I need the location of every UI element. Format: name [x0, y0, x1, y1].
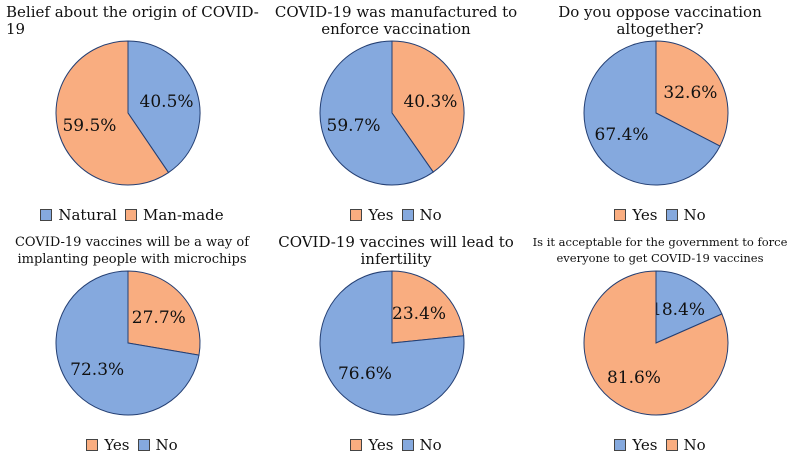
legend-swatch: [350, 209, 363, 221]
legend-swatch: [614, 439, 627, 451]
legend-swatch: [40, 209, 53, 221]
legend-item-no: No: [401, 206, 442, 224]
pie-chart-manufactured: 40.3% 59.7%: [319, 40, 465, 186]
pie-chart-microchips: 27.7% 72.3%: [55, 270, 201, 416]
data-label: 23.4%: [392, 304, 446, 324]
pie-slice-no: [583, 270, 729, 416]
chart-legend: Yes No: [528, 436, 792, 454]
legend-swatch: [124, 209, 137, 221]
chart-legend: Natural Man-made: [0, 206, 264, 224]
chart-legend: Yes No: [528, 206, 792, 224]
chart-panel-oppose: Do you oppose vaccination altogether? 32…: [528, 0, 792, 230]
chart-title: COVID-19 was manufactured to enforce vac…: [274, 3, 518, 38]
chart-panel-origin: Belief about the origin of COVID- 19 40.…: [0, 0, 264, 230]
pie-slice-yes: [655, 270, 723, 344]
data-label: 59.7%: [327, 116, 381, 136]
legend-label: Yes: [368, 206, 394, 224]
pie-slice-no: [319, 270, 465, 416]
legend-item-no: No: [665, 206, 706, 224]
data-label: 27.7%: [132, 308, 186, 328]
legend-swatch: [614, 209, 627, 221]
data-label: 76.6%: [338, 364, 392, 384]
legend-item-yes: Yes: [614, 436, 658, 454]
legend-label: No: [419, 436, 442, 454]
chart-title: Do you oppose vaccination altogether?: [558, 3, 762, 38]
legend-item-no: No: [137, 436, 178, 454]
pie-slice-man-made: [55, 40, 170, 186]
data-label: 18.4%: [651, 300, 705, 320]
legend-swatch: [401, 439, 414, 451]
pie-chart-oppose: 32.6% 67.4%: [583, 40, 729, 186]
legend-swatch: [665, 209, 678, 221]
legend-item-yes: Yes: [350, 436, 394, 454]
legend-item-yes: Yes: [86, 436, 130, 454]
chart-title: COVID-19 vaccines will lead to infertili…: [278, 233, 514, 268]
chart-panel-microchips: COVID-19 vaccines will be a way of impla…: [0, 230, 264, 460]
legend-label: Natural: [58, 206, 117, 224]
pie-slice-yes: [127, 270, 201, 356]
legend-item-no: No: [401, 436, 442, 454]
legend-item-man-made: Man-made: [124, 206, 224, 224]
data-label: 67.4%: [595, 125, 649, 145]
data-label: 40.5%: [140, 92, 194, 112]
pie-chart-government: 18.4% 81.6%: [583, 270, 729, 416]
legend-swatch: [350, 439, 363, 451]
chart-legend: Yes No: [0, 436, 264, 454]
legend-swatch: [137, 439, 150, 451]
pie-slice-no: [319, 40, 434, 186]
pie-slice-yes: [391, 40, 465, 173]
legend-label: No: [419, 206, 442, 224]
chart-panel-infertility: COVID-19 vaccines will lead to infertili…: [264, 230, 528, 460]
legend-swatch: [86, 439, 99, 451]
pie-slice-no: [583, 40, 721, 186]
legend-label: No: [683, 206, 706, 224]
chart-title: COVID-19 vaccines will be a way of impla…: [14, 235, 250, 267]
chart-panel-manufactured: COVID-19 was manufactured to enforce vac…: [264, 0, 528, 230]
legend-label: Yes: [632, 436, 658, 454]
legend-item-yes: Yes: [350, 206, 394, 224]
legend-item-natural: Natural: [40, 206, 117, 224]
data-label: 72.3%: [70, 360, 124, 380]
chart-legend: Yes No: [264, 436, 528, 454]
legend-label: Yes: [368, 436, 394, 454]
legend-item-yes: Yes: [614, 206, 658, 224]
legend-label: Man-made: [142, 206, 224, 224]
chart-panel-government: Is it acceptable for the government to f…: [528, 230, 792, 460]
legend-swatch: [401, 209, 414, 221]
chart-legend: Yes No: [264, 206, 528, 224]
data-label: 81.6%: [607, 368, 661, 388]
pie-slice-no: [55, 270, 200, 416]
data-label: 32.6%: [663, 83, 717, 103]
legend-item-no: No: [665, 436, 706, 454]
pie-slice-yes: [655, 40, 729, 147]
legend-label: Yes: [104, 436, 130, 454]
pie-chart-origin: 40.5% 59.5%: [55, 40, 201, 186]
pie-slice-natural: [127, 40, 201, 174]
legend-swatch: [665, 439, 678, 451]
pie-slice-yes: [391, 270, 465, 344]
legend-label: No: [683, 436, 706, 454]
pie-chart-infertility: 23.4% 76.6%: [319, 270, 465, 416]
legend-label: Yes: [632, 206, 658, 224]
data-label: 40.3%: [403, 92, 457, 112]
chart-title: Is it acceptable for the government to f…: [532, 235, 788, 265]
legend-label: No: [155, 436, 178, 454]
chart-title: Belief about the origin of COVID- 19: [6, 3, 259, 38]
data-label: 59.5%: [62, 116, 116, 136]
